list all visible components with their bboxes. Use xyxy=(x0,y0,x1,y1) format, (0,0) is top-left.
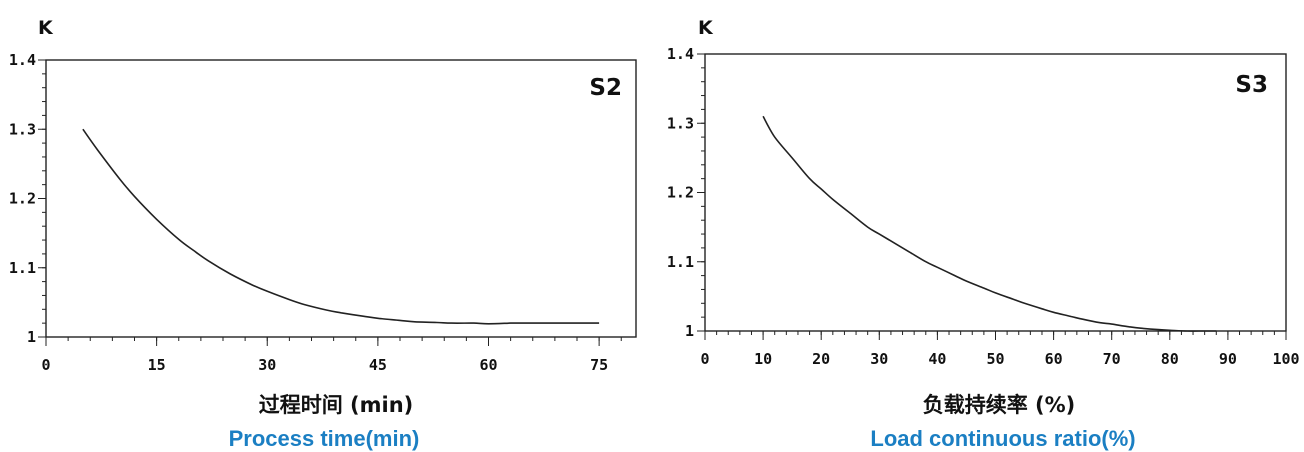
x-tick-label: 90 xyxy=(1219,350,1237,368)
y-axis-label: K xyxy=(38,17,54,39)
y-axis-label: K xyxy=(698,17,714,39)
x-tick-label: 15 xyxy=(148,356,166,374)
y-tick-label: 1 xyxy=(27,328,36,346)
x-tick-label: 10 xyxy=(754,350,772,368)
y-tick-label: 1.3 xyxy=(9,120,36,138)
y-tick-label: 1.3 xyxy=(667,114,694,132)
axis-ticks: 0 10 20 30 40 50 60 70 80 90 100 1 1.1 1.2 1.3 1.4 xyxy=(667,45,1300,368)
x-tick-label: 20 xyxy=(812,350,830,368)
series-group xyxy=(762,115,1217,332)
y-tick-label: 1.4 xyxy=(9,51,36,69)
panel-label: S2 xyxy=(589,75,622,101)
y-tick-label: 1 xyxy=(685,322,694,340)
chart-panel-s2: K S2 0 15 30 45 60 75 1 1.1 1.2 1.3 1.4 过程时间 (min)… xyxy=(9,17,637,451)
series-group xyxy=(82,128,600,325)
x-tick-label: 70 xyxy=(1103,350,1121,368)
y-tick-label: 1.1 xyxy=(667,253,694,271)
x-tick-label: 0 xyxy=(700,350,709,368)
x-tick-label: 80 xyxy=(1161,350,1179,368)
x-tick-label: 40 xyxy=(928,350,946,368)
x-tick-label: 50 xyxy=(986,350,1004,368)
x-tick-label: 30 xyxy=(870,350,888,368)
x-axis-label-english: Process time(min) xyxy=(229,426,420,451)
x-tick-label: 75 xyxy=(590,356,608,374)
x-tick-label: 100 xyxy=(1272,350,1299,368)
plot-frame xyxy=(704,53,1287,332)
panel-label: S3 xyxy=(1235,72,1268,98)
x-tick-label: 45 xyxy=(369,356,387,374)
x-tick-label: 60 xyxy=(479,356,497,374)
x-axis-label: 负载持续率 (%) xyxy=(923,393,1076,417)
series-line xyxy=(82,128,600,325)
y-tick-label: 1.1 xyxy=(9,259,36,277)
x-tick-label: 30 xyxy=(258,356,276,374)
x-axis-label: 过程时间 (min) xyxy=(259,393,414,417)
series-line xyxy=(762,115,1217,332)
x-tick-label: 60 xyxy=(1045,350,1063,368)
plot-frame xyxy=(45,59,637,338)
chart-panel-s3: K S3 0 10 20 30 40 50 60 70 80 90 100 1 1.1 1.2 1.3 1.4… xyxy=(667,17,1300,451)
y-tick-label: 1.4 xyxy=(667,45,694,63)
axis-ticks: 0 15 30 45 60 75 1 1.1 1.2 1.3 1.4 xyxy=(9,51,622,374)
x-axis-label-english: Load continuous ratio(%) xyxy=(870,426,1135,451)
x-tick-label: 0 xyxy=(41,356,50,374)
y-tick-label: 1.2 xyxy=(667,184,694,202)
y-tick-label: 1.2 xyxy=(9,190,36,208)
